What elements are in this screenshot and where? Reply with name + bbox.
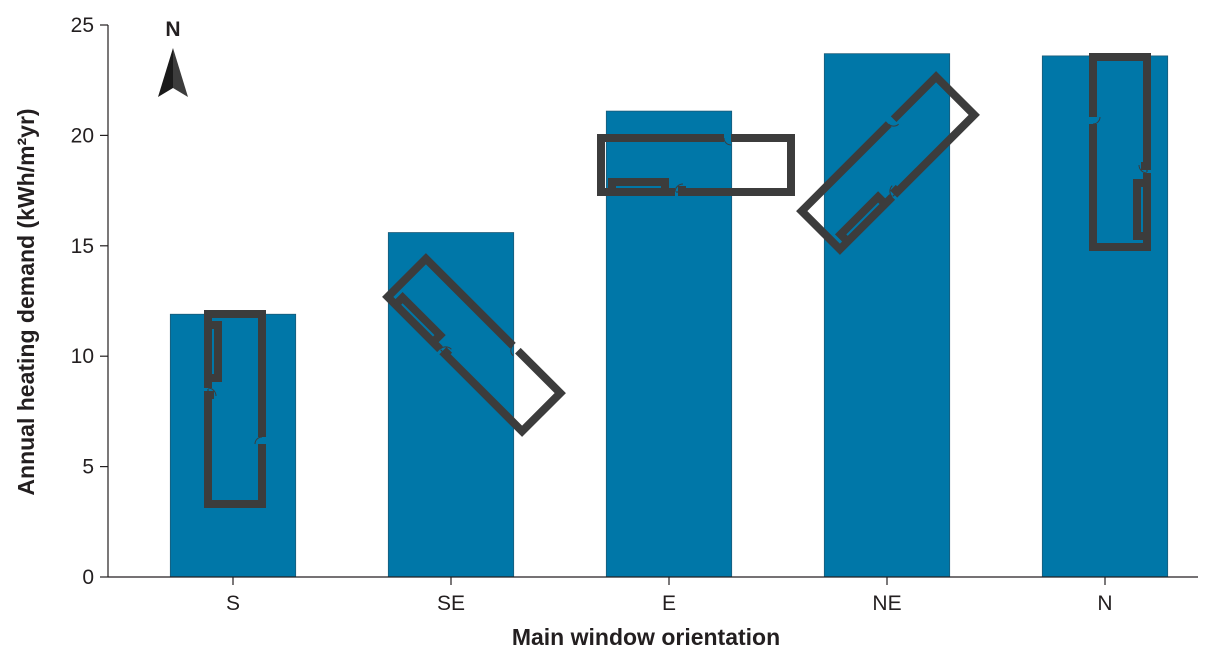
- x-axis-title: Main window orientation: [512, 624, 780, 650]
- y-tick-label: 20: [71, 124, 94, 147]
- x-tick-label: E: [662, 592, 676, 615]
- north-arrow: N: [158, 18, 188, 97]
- x-tick-label: S: [226, 592, 240, 615]
- y-tick-label: 0: [82, 566, 94, 589]
- north-arrow-icon: [158, 48, 173, 97]
- y-tick-label: 25: [71, 14, 94, 37]
- x-tick-label: N: [1097, 592, 1112, 615]
- y-axis-title: Annual heating demand (kWh/m²yr): [13, 108, 39, 495]
- bars-layer: [169, 53, 1169, 578]
- north-arrow-icon-shade: [173, 48, 188, 97]
- x-tick-label: NE: [872, 592, 901, 615]
- bar-s: [169, 313, 297, 578]
- north-label: N: [165, 18, 180, 41]
- y-tick-label: 5: [82, 456, 94, 479]
- y-tick-label: 10: [71, 345, 94, 368]
- axes-layer: 0 5 10 15 20 25 S SE E NE N: [71, 14, 1198, 615]
- x-tick-label: SE: [437, 592, 465, 615]
- y-tick-label: 15: [71, 235, 94, 258]
- bar-ne: [823, 53, 951, 578]
